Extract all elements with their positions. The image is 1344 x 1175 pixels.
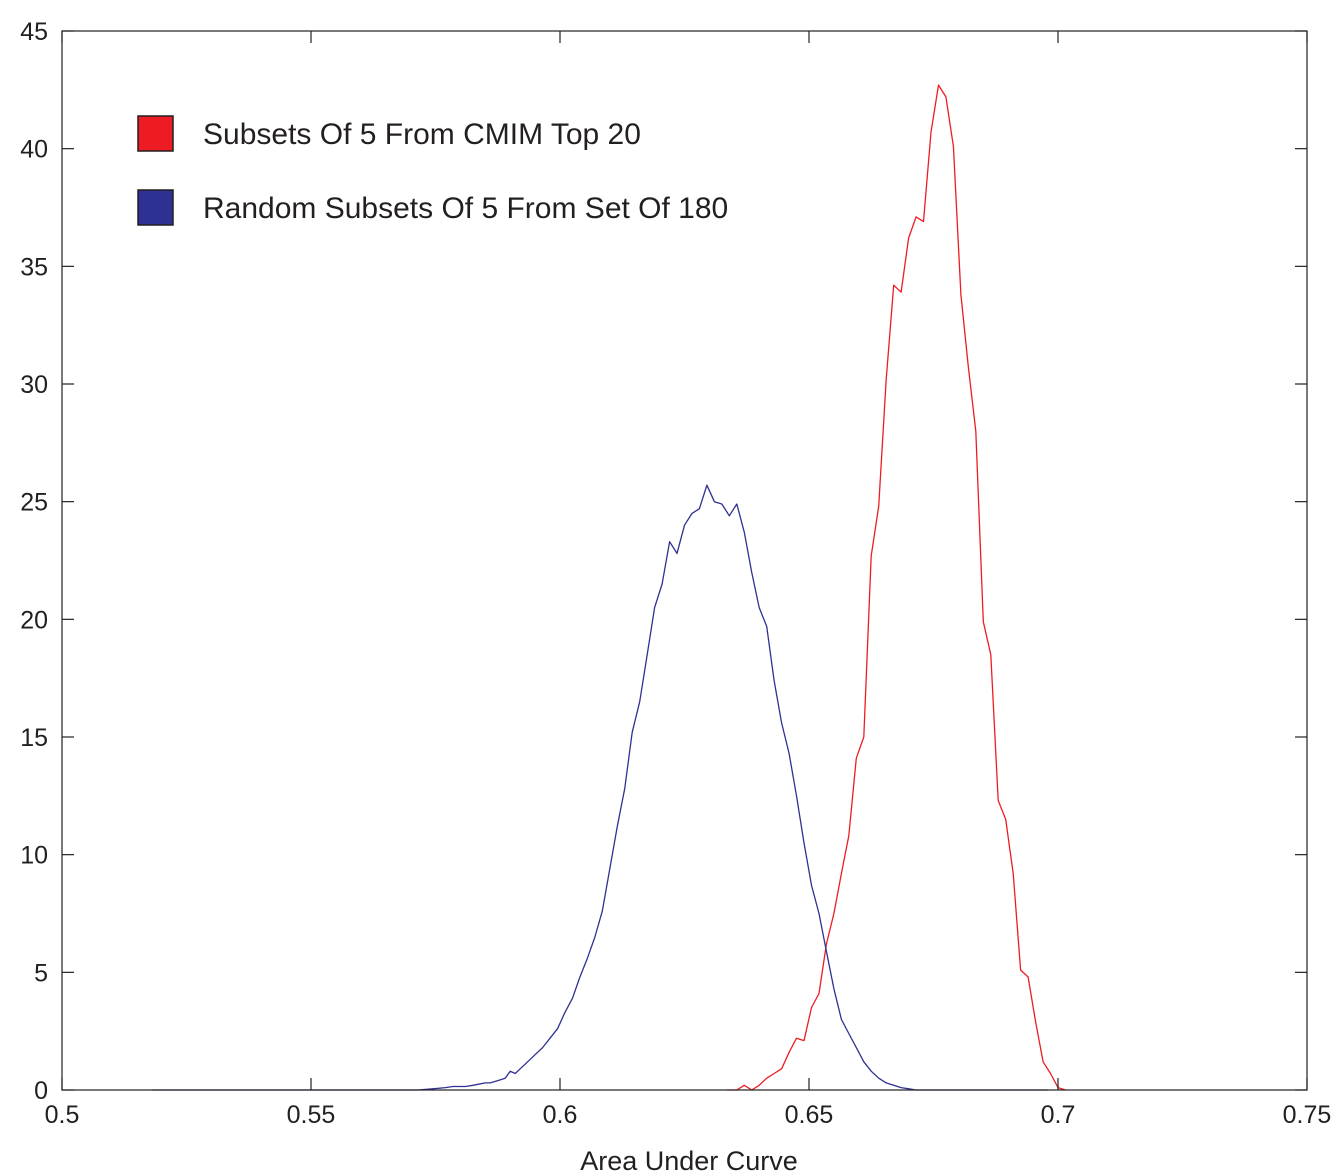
y-tick-label: 30	[20, 371, 48, 399]
series-line-cmim-top20	[726, 84, 1066, 1091]
plot-frame	[61, 30, 1308, 1091]
series-line-random-subsets	[151, 484, 1048, 1091]
y-tick-label: 15	[20, 724, 48, 752]
legend-swatch-red	[137, 115, 174, 152]
legend-label-cmim: Subsets Of 5 From CMIM Top 20	[203, 118, 641, 151]
x-tick-label: 0.5	[45, 1101, 80, 1129]
x-tick-label: 0.75	[1283, 1101, 1332, 1129]
x-tick-label: 0.7	[1041, 1101, 1076, 1129]
x-axis-label: Area Under Curve	[580, 1146, 798, 1175]
series-layer	[151, 84, 1066, 1091]
y-tick-label: 10	[20, 842, 48, 870]
y-tick-label: 25	[20, 489, 48, 517]
x-tick-label: 0.55	[287, 1101, 336, 1129]
x-axis: 0.5 0.55 0.6 0.65 0.7 0.75	[45, 31, 1332, 1129]
legend-label-random: Random Subsets Of 5 From Set Of 180	[203, 192, 728, 225]
y-tick-label: 35	[20, 253, 48, 281]
x-tick-label: 0.6	[543, 1101, 578, 1129]
legend: Subsets Of 5 From CMIM Top 20 Random Sub…	[137, 115, 728, 226]
legend-swatch-blue	[137, 189, 174, 226]
y-axis: 0 5 10 15 20 25 30 35 40 45	[20, 18, 1307, 1105]
y-tick-label: 20	[20, 606, 48, 634]
y-tick-label: 40	[20, 136, 48, 164]
y-tick-label: 45	[20, 18, 48, 46]
y-tick-label: 5	[34, 959, 48, 987]
x-tick-label: 0.65	[785, 1101, 834, 1129]
y-tick-label: 0	[34, 1077, 48, 1105]
